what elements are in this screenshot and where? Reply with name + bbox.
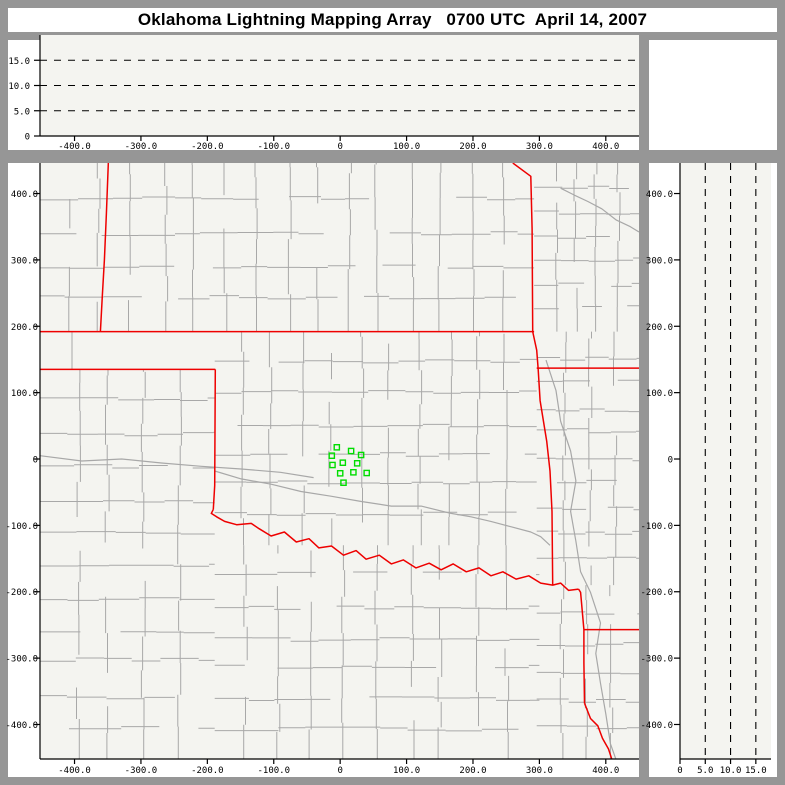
y-tick-label: -400.0 xyxy=(640,721,673,731)
state-border-red-river xyxy=(210,509,579,592)
x-tick-label: -400.0 xyxy=(58,142,91,152)
y-tick-label: 200.0 xyxy=(646,323,673,333)
x-tick-label: 0 xyxy=(337,766,342,776)
county-boundaries-oklahoma xyxy=(214,331,537,546)
river-northeast-river xyxy=(560,187,639,233)
vertical-panel-divider xyxy=(639,40,649,777)
lma-station-marker xyxy=(350,469,357,476)
y-tick-label: -300.0 xyxy=(640,655,673,665)
lma-station-marker xyxy=(329,461,336,469)
lma-station-marker xyxy=(333,444,341,451)
y-tick-label: 400.0 xyxy=(11,190,38,200)
state-border-red-river-south xyxy=(583,702,613,759)
x-tick-label: 5.0 xyxy=(697,766,713,776)
y-tick-label: 400.0 xyxy=(646,190,673,200)
y-tick-label: -200.0 xyxy=(5,588,38,598)
state-border-texas-oklahoma-100w xyxy=(212,369,217,510)
x-tick-label: 400.0 xyxy=(592,766,619,776)
lma-station-marker xyxy=(328,452,336,460)
y-tick-label: 0 xyxy=(25,133,30,143)
y-tick-label: -300.0 xyxy=(5,655,38,665)
county-boundaries-texas-south xyxy=(214,545,540,759)
x-tick-label: 0 xyxy=(677,766,682,776)
river-canadian-river xyxy=(214,470,551,546)
river-arkansas-river xyxy=(545,359,617,759)
x-tick-label: -300.0 xyxy=(125,142,158,152)
y-tick-label: 10.0 xyxy=(8,82,30,92)
x-tick-label: 300.0 xyxy=(526,766,553,776)
state-border-colorado-kansas xyxy=(99,163,110,332)
y-tick-label: -100.0 xyxy=(5,522,38,532)
y-tick-label: -100.0 xyxy=(640,522,673,532)
x-tick-label: 0 xyxy=(337,142,342,152)
ns-altitude-panel: 400.0 300.0 200.0 100.0 0 -100.0 -200.0 -300.0 -… xyxy=(640,163,771,776)
plot-title: Oklahoma Lightning Mapping Array 0700 UT… xyxy=(137,10,648,29)
county-boundaries-se-corner xyxy=(536,585,639,759)
ew-altitude-panel: 0 5.0 10.0 15.0 -400.0 -300.0 -200.0 -100.0 0 100… xyxy=(8,35,639,152)
y-tick-label: -200.0 xyxy=(640,588,673,598)
x-tick-label: 300.0 xyxy=(526,142,553,152)
county-boundaries-arkansas xyxy=(536,331,639,586)
lma-station-marker xyxy=(340,479,347,487)
x-tick-label: 10.0 xyxy=(720,766,742,776)
y-tick-label: -400.0 xyxy=(5,721,38,731)
x-tick-label: 400.0 xyxy=(592,142,619,152)
county-boundaries-kansas xyxy=(40,163,535,332)
x-tick-label: 200.0 xyxy=(459,142,486,152)
county-boundaries-missouri-ne xyxy=(534,163,639,332)
x-tick-label: -200.0 xyxy=(191,766,224,776)
plan-view-map-panel: 400.0 300.0 200.0 100.0 0 -100.0 -200.0 -300.0 -… xyxy=(5,163,639,776)
y-tick-label: 5.0 xyxy=(14,107,30,117)
lma-station-marker xyxy=(363,469,371,477)
lma-station-marker xyxy=(357,451,365,459)
x-tick-label: 100.0 xyxy=(393,142,420,152)
y-tick-label: 100.0 xyxy=(646,389,673,399)
horizontal-panel-divider xyxy=(8,150,777,163)
y-tick-label: 300.0 xyxy=(11,256,38,266)
y-tick-label: 15.0 xyxy=(8,57,30,67)
y-tick-label: 300.0 xyxy=(646,256,673,266)
y-tick-label: 100.0 xyxy=(11,389,38,399)
x-tick-label: -200.0 xyxy=(191,142,224,152)
lma-station-marker xyxy=(336,470,344,477)
county-boundaries-texas-panhandle xyxy=(40,369,215,759)
x-tick-label: -300.0 xyxy=(125,766,158,776)
x-tick-label: 100.0 xyxy=(393,766,420,776)
x-tick-label: -400.0 xyxy=(58,766,91,776)
x-tick-label: 200.0 xyxy=(459,766,486,776)
y-tick-label: 200.0 xyxy=(11,323,38,333)
map-content xyxy=(40,163,639,759)
x-tick-label: -100.0 xyxy=(257,766,290,776)
river-cimarron-river xyxy=(40,455,314,479)
y-tick-label: 0 xyxy=(668,456,673,466)
y-tick-label: 0 xyxy=(33,456,38,466)
lma-station-marker xyxy=(339,459,347,467)
title-bar: Oklahoma Lightning Mapping Array 0700 UT… xyxy=(8,8,777,32)
ns-altitude-plot-area[interactable] xyxy=(680,163,771,759)
lma-station-marker xyxy=(353,460,361,467)
x-tick-label: -100.0 xyxy=(257,142,290,152)
lma-station-marker xyxy=(347,447,355,455)
x-tick-label: 15.0 xyxy=(745,766,767,776)
state-border-kansas-missouri-ok-ar-east xyxy=(512,163,554,586)
